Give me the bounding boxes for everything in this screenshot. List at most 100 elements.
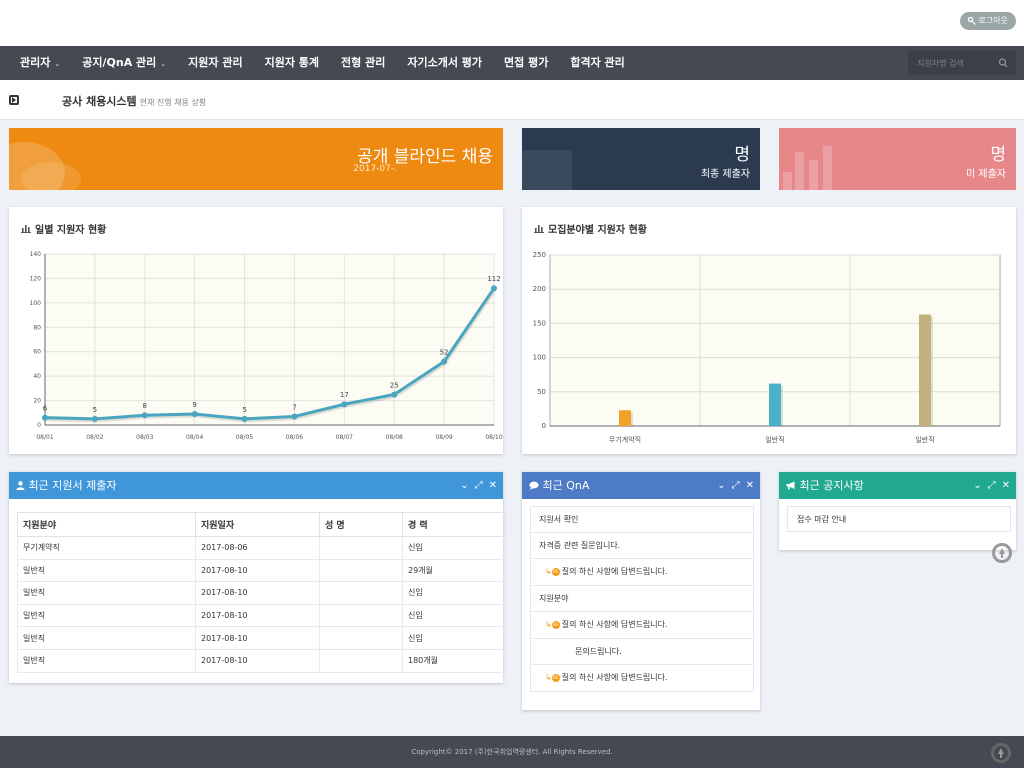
data-label: 25 — [390, 381, 399, 389]
nav-item-applicant-manage[interactable]: 지원자 관리 — [188, 56, 243, 69]
data-point — [441, 358, 448, 365]
cell-career: 신입 — [402, 536, 506, 560]
expand-icon[interactable]: ⤢ — [731, 480, 740, 491]
reply-arrow-icon: ↳ — [545, 567, 552, 576]
cell-career: 신입 — [402, 626, 506, 650]
daily-applicants-panel: 일별 지원자 현황 0 20 40 60 80 100 120 140 08/01 08/02 08… — [9, 207, 503, 454]
key-icon — [967, 17, 976, 25]
y-tick-label: 40 — [33, 373, 41, 380]
cell-field: 일반직 — [17, 603, 196, 628]
qna-question-item[interactable]: 문의드립니다. — [530, 638, 754, 665]
final-submitted-tile: 명 최종 제출자 — [522, 128, 760, 190]
y-tick-label: 150 — [533, 319, 546, 327]
cell-field: 무기계약직 — [17, 536, 196, 560]
close-icon[interactable]: ✕ — [488, 480, 497, 491]
qna-text: 질의 하신 사항에 답변드립니다. — [561, 567, 668, 576]
footer-scroll-top-icon[interactable] — [991, 743, 1011, 763]
chevron-down-icon: ⌄ — [54, 59, 61, 68]
recruitment-title: 공개 블라인드 채용 — [357, 147, 493, 167]
copyright-text: Copyright© 2017 (주)한국취업역량센터. All Rights … — [411, 748, 613, 756]
data-label: 6 — [43, 405, 48, 413]
scroll-to-top-icon[interactable] — [992, 543, 1012, 563]
qna-reply-item[interactable]: ↳RE 질의 하신 사항에 답변드립니다. — [530, 559, 754, 586]
cell-name — [319, 603, 403, 628]
bar-chart-icon — [823, 146, 832, 190]
close-icon[interactable]: ✕ — [745, 480, 754, 491]
collapse-icon[interactable]: ⌄ — [973, 480, 982, 491]
x-tick-label: 08/04 — [186, 434, 203, 441]
data-point — [491, 285, 497, 292]
cell-date: 2017-08-06 — [195, 536, 320, 560]
bar-chart-icon — [21, 225, 31, 233]
qna-reply-item[interactable]: ↳RE 질의 하신 사항에 답변드립니다. — [530, 665, 754, 692]
data-label: 112 — [487, 275, 500, 283]
qna-question-item[interactable]: 자격증 관련 질문입니다. — [530, 532, 754, 559]
data-point — [191, 411, 198, 418]
logout-button[interactable]: 로그아웃 — [959, 12, 1016, 30]
x-tick-label: 08/08 — [386, 434, 403, 441]
x-tick-label: 08/02 — [86, 434, 103, 441]
comment-icon — [529, 481, 539, 490]
recruitment-date: 2017-07-. — [353, 164, 397, 174]
close-icon[interactable]: ✕ — [1001, 480, 1010, 491]
unsubmitted-count: 명 — [990, 145, 1006, 165]
table-row[interactable]: 일반직 2017-08-10 180개월 — [17, 648, 506, 673]
user-icon — [16, 481, 25, 490]
list-item[interactable]: 접수 마감 안내 — [787, 506, 1011, 532]
bar-chart-icon — [795, 152, 804, 190]
breadcrumb: 공사 채용시스템 현재 진행 채용 상황 — [0, 80, 1024, 120]
search-input[interactable] — [909, 58, 995, 68]
top-bar: 로그아웃 — [0, 0, 1024, 46]
x-tick-label: 08/07 — [336, 434, 353, 441]
table-row[interactable]: 무기계약직 2017-08-06 신입 — [17, 536, 506, 560]
table-row[interactable]: 일반직 2017-08-10 신입 — [17, 603, 506, 628]
y-tick-label: 20 — [33, 398, 41, 405]
widget-title: 최근 공지사항 — [799, 479, 864, 492]
expand-icon[interactable]: ⤢ — [474, 480, 483, 491]
data-point — [341, 401, 348, 408]
chevron-down-icon: ⌄ — [160, 59, 167, 68]
data-label: 9 — [192, 401, 196, 409]
qna-text: 자격증 관련 질문입니다. — [539, 540, 621, 550]
recruitment-tile: 공개 블라인드 채용 2017-07-. — [9, 128, 503, 190]
field-bar-chart: 0 50 100 150 200 250 무기계약직 일반직 일반직 — [533, 251, 1001, 444]
page-title: 공사 채용시스템 현재 진행 채용 상황 — [62, 93, 206, 109]
nav-item-pass-manage[interactable]: 합격자 관리 — [570, 56, 625, 69]
qna-question-item[interactable]: 지원서 확인 — [530, 506, 754, 533]
table-row[interactable]: 일반직 2017-08-10 신입 — [17, 581, 506, 605]
x-tick-label: 무기계약직 — [609, 435, 641, 444]
qna-text: 질의 하신 사항에 답변드립니다. — [561, 673, 668, 682]
cell-field: 일반직 — [17, 558, 196, 583]
collapse-icon[interactable]: ⌄ — [460, 480, 469, 491]
data-label: 8 — [143, 402, 147, 410]
search-icon[interactable] — [998, 57, 1008, 69]
qna-reply-item[interactable]: ↳RE 질의 하신 사항에 답변드립니다. — [530, 612, 754, 639]
cell-name — [319, 536, 403, 560]
y-tick-label: 50 — [537, 388, 546, 396]
nav-item-essay-eval[interactable]: 자기소개서 평가 — [407, 56, 483, 69]
reply-badge-icon: RE — [551, 620, 560, 629]
nav-label: 공지/QnA 관리 — [82, 55, 157, 69]
plot-area — [44, 253, 495, 426]
bar-chart-icon — [783, 172, 792, 190]
nav-item-notice-qna[interactable]: 공지/QnA 관리 ⌄ — [71, 46, 177, 81]
collapse-icon[interactable]: ⌄ — [717, 480, 726, 491]
cell-date: 2017-08-10 — [195, 558, 320, 583]
cell-name — [319, 581, 403, 605]
data-label: 7 — [292, 403, 296, 411]
nav-item-interview-eval[interactable]: 면접 평가 — [504, 56, 549, 69]
column-header: 지원분야 — [17, 512, 196, 537]
nav-item-admin[interactable]: 관리자 ⌄ — [0, 46, 71, 81]
cell-date: 2017-08-10 — [195, 581, 320, 605]
play-square-icon[interactable] — [9, 95, 19, 105]
qna-question-item[interactable]: 지원분야 — [530, 585, 754, 612]
table-row[interactable]: 일반직 2017-08-10 29개월 — [17, 558, 506, 583]
table-header-row: 지원분야 지원일자 성 명 경 력 — [17, 512, 506, 537]
table-row[interactable]: 일반직 2017-08-10 신입 — [17, 626, 506, 650]
data-point — [241, 415, 248, 422]
nav-item-screening[interactable]: 전형 관리 — [341, 56, 386, 69]
page-title-text: 공사 채용시스템 — [62, 95, 137, 108]
expand-icon[interactable]: ⤢ — [987, 480, 996, 491]
field-panel-title: 모집분야별 지원자 현황 — [534, 221, 647, 236]
nav-item-applicant-stats[interactable]: 지원자 통계 — [264, 56, 320, 69]
